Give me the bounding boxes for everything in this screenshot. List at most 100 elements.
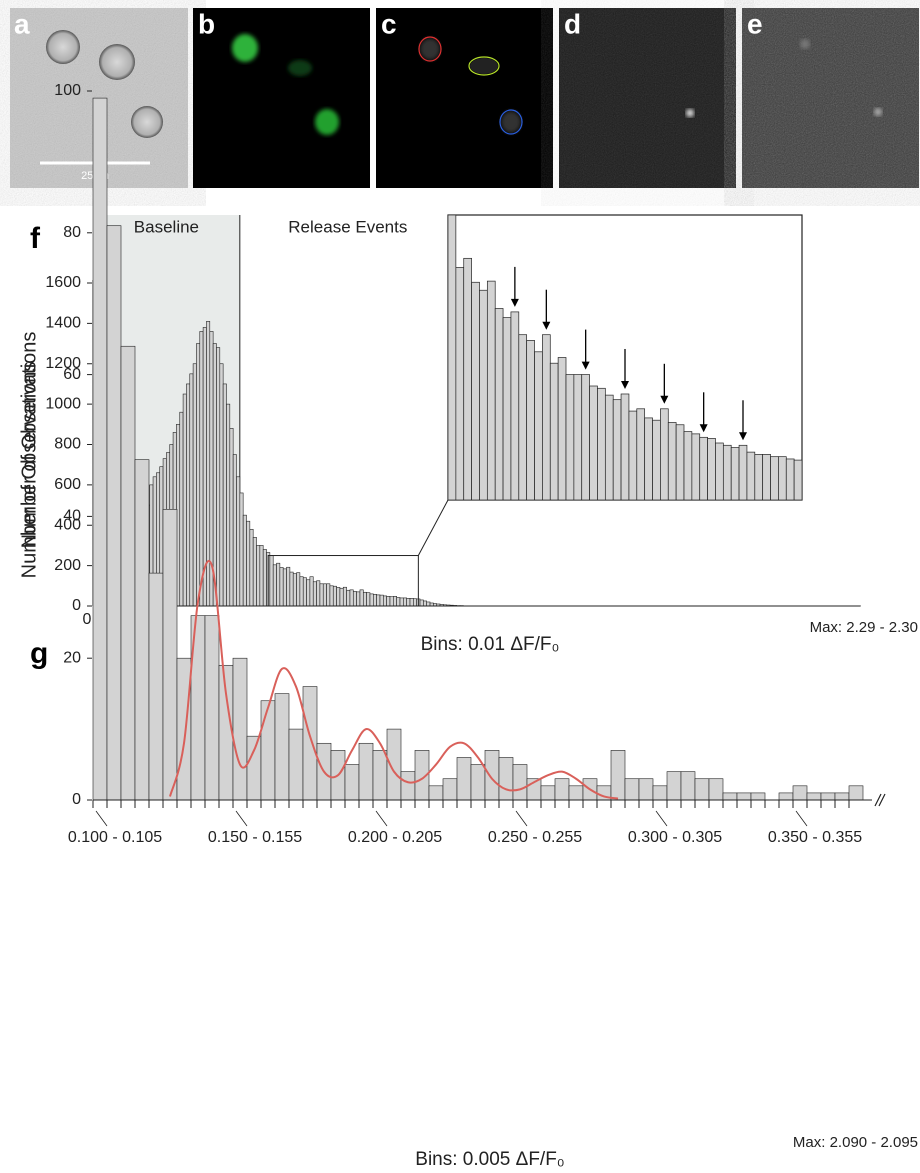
inset-bar (604, 394, 614, 500)
inset-bar (479, 289, 488, 500)
bar (456, 757, 472, 801)
max-label: Max: 2.29 - 2.30 (810, 619, 918, 636)
micrograph (193, 8, 370, 188)
inset-bar (762, 454, 771, 500)
inset-bar (707, 438, 716, 500)
y-tick-label: 0 (72, 597, 81, 614)
bar (312, 581, 317, 607)
fit-curve (169, 559, 619, 800)
arrow-head (510, 298, 519, 307)
panel-label: b (198, 8, 215, 39)
bar (379, 594, 384, 607)
bar (332, 585, 337, 607)
bar (336, 587, 341, 607)
bar (792, 785, 808, 801)
inset-bar (534, 351, 543, 500)
inset-bar (612, 399, 622, 500)
bar (356, 591, 361, 607)
bar (624, 778, 640, 801)
bar (306, 579, 311, 607)
panel-label: c (381, 8, 397, 39)
inset-bar (448, 215, 457, 500)
bar (148, 572, 164, 801)
bar (134, 459, 150, 801)
bar (222, 383, 227, 607)
cell (232, 34, 258, 62)
bar (322, 583, 327, 607)
bar (383, 595, 387, 607)
region-label: Release Events (288, 217, 407, 236)
bar (189, 373, 194, 607)
zoom-connector (417, 499, 449, 556)
bar (192, 363, 197, 607)
bar (400, 771, 416, 801)
bar (176, 657, 192, 801)
bar (820, 792, 836, 801)
bar (568, 785, 584, 801)
spot (800, 39, 810, 49)
bar (239, 492, 244, 607)
inset-bar (715, 442, 724, 500)
bar (359, 589, 364, 607)
inset-bar (573, 374, 583, 500)
inset-bar (463, 257, 472, 500)
inset-bar (518, 334, 528, 500)
bar (419, 599, 424, 607)
inset-bar (526, 340, 535, 500)
bar (120, 345, 136, 801)
cell (46, 30, 80, 64)
bar (389, 596, 394, 607)
inset-bar (455, 267, 465, 500)
inset-bar (785, 458, 795, 500)
arrow-head (581, 361, 590, 370)
inset-bar (565, 374, 575, 500)
label-leader (235, 810, 248, 827)
bar (344, 764, 360, 801)
bar (358, 742, 374, 801)
bar (246, 735, 262, 801)
cell (501, 111, 521, 133)
bar (279, 567, 284, 607)
bar (638, 778, 654, 801)
inset-bar (628, 410, 638, 500)
bar (316, 580, 321, 607)
y-tick-label: 0 (72, 791, 81, 808)
bar (346, 589, 351, 607)
bar (272, 564, 277, 607)
x-axis-label: Bins: 0.005 ΔF/F₀ (415, 1149, 564, 1170)
bar (269, 555, 274, 607)
inset-bar (738, 444, 748, 500)
y-tick-label: 40 (63, 508, 81, 525)
bar (218, 664, 234, 801)
bar (423, 600, 427, 607)
label-leader (795, 810, 808, 827)
y-tick-label: 1200 (45, 355, 81, 372)
bar (484, 750, 500, 801)
y-tick-label: 800 (54, 436, 81, 453)
cell (131, 106, 163, 138)
bar (274, 693, 290, 801)
bar (199, 331, 204, 607)
panel-label: d (564, 8, 581, 39)
max-label: Max: 2.090 - 2.095 (793, 1134, 918, 1151)
x-tick-label: 0.300 - 0.305 (628, 829, 722, 846)
bar (106, 225, 122, 801)
inset-bars (448, 215, 802, 500)
bar (226, 403, 231, 607)
inset-bar (620, 393, 630, 500)
bar (372, 750, 388, 801)
roi-outline (468, 56, 500, 76)
bar (352, 591, 357, 607)
arrow-head (739, 432, 747, 441)
bar (162, 509, 178, 801)
panel-c: c (376, 8, 553, 188)
bar (722, 792, 738, 801)
inset-bar (722, 444, 732, 500)
bar (339, 587, 344, 607)
inset-bar (581, 374, 590, 500)
inset-bar (549, 362, 559, 500)
bar (362, 591, 367, 607)
bar (778, 792, 794, 801)
